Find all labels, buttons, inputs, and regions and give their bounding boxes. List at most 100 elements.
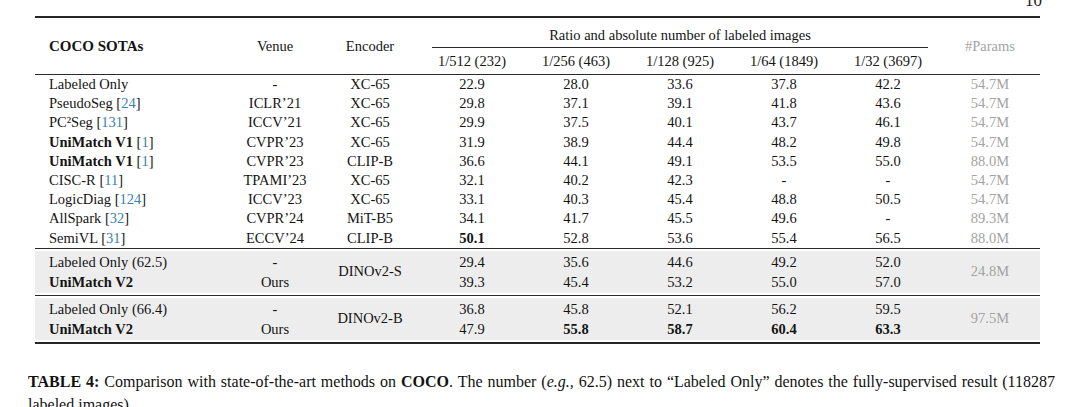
value-cell: 33.6 [628,75,732,94]
table-row: PseudoSeg24 ICLR’21 XC-65 29.8 37.1 39.1… [35,94,1040,113]
value-cell: - [836,209,940,228]
header-venue: Venue [230,18,320,74]
table-row: UniMatch V11 CVPR’23 CLIP-B 36.6 44.1 49… [35,152,1040,171]
venue-cell: - [230,252,320,272]
table-body: Labeled Only - XC-65 22.9 28.0 33.6 37.8… [35,75,1040,248]
venue-cell: ICCV’21 [230,113,320,132]
encoder-cell: XC-65 [320,171,420,190]
method-name: Labeled Only (66.4) [49,299,230,319]
value-cell: 49.1 [628,152,732,171]
value-cell: 53.5 [732,152,836,171]
citation-link[interactable]: 32 [101,210,129,226]
value-cell: 48.8 [732,190,836,209]
venue-cell: CVPR’24 [230,209,320,228]
header-ratio-col: 1/256 (463) [524,48,628,74]
venue-cell: - [230,75,320,94]
table-row: PC²Seg131 ICCV’21 XC-65 29.9 37.5 40.1 4… [35,113,1040,132]
venue-cell: - [230,299,320,319]
value-cell: - [836,171,940,190]
value-cell: 44.1 [524,152,628,171]
value-cell: 55.0 [732,272,836,292]
citation-link[interactable]: 31 [98,230,126,246]
header-ratio-col: 1/32 (3697) [836,48,940,74]
venue-cell: TPAMI’23 [230,171,320,190]
value-cell: - [732,171,836,190]
table-caption: TABLE 4: Comparison with state-of-the-ar… [28,371,1055,407]
value-cell: 56.5 [836,229,940,248]
method-name: Labeled Only [49,76,128,92]
citation-link[interactable]: 124 [111,191,146,207]
value-cell: 50.5 [836,190,940,209]
value-cell: 45.5 [628,209,732,228]
value-cell: 29.9 [420,113,524,132]
method-name: SemiVL [49,230,98,246]
value-cell: 58.7 [628,319,732,339]
header-ratio-col: 1/512 (232) [420,48,524,74]
ours-group-dinov2-b: Labeled Only (66.4) UniMatch V2 - Ours D… [35,298,1040,340]
value-cell: 39.3 [420,272,524,292]
header-ratio-group: Ratio and absolute number of labeled ima… [420,18,940,74]
method-name: UniMatch V2 [49,319,230,339]
value-cell: 45.4 [628,190,732,209]
value-cell: 41.7 [524,209,628,228]
value-cell: 48.2 [732,133,836,152]
encoder-cell: CLIP-B [320,229,420,248]
method-name: UniMatch V2 [49,272,230,292]
params-cell: 54.7M [940,94,1040,113]
params-cell: 54.7M [940,133,1040,152]
table-row: Labeled Only - XC-65 22.9 28.0 33.6 37.8… [35,75,1040,94]
caption-dataset: COCO [401,373,449,390]
venue-cell: Ours [230,272,320,292]
value-cell: 42.2 [836,75,940,94]
value-cell: 49.8 [836,133,940,152]
citation-link[interactable]: 1 [133,134,154,150]
citation-link[interactable]: 1 [133,153,154,169]
params-cell: 54.7M [940,171,1040,190]
value-cell: 33.1 [420,190,524,209]
value-cell: 52.8 [524,229,628,248]
method-name: PseudoSeg [49,95,113,111]
encoder-cell: XC-65 [320,94,420,113]
venue-cell: ICCV’23 [230,190,320,209]
value-cell: 46.1 [836,113,940,132]
value-cell: 43.7 [732,113,836,132]
value-cell: 45.8 [524,299,628,319]
value-cell: 40.1 [628,113,732,132]
method-name: PC²Seg [49,114,93,130]
params-cell: 88.0M [940,229,1040,248]
value-cell: 22.9 [420,75,524,94]
table-header: COCO SOTAs Venue Encoder Ratio and absol… [35,18,1040,74]
value-cell: 36.6 [420,152,524,171]
method-name: Labeled Only (62.5) [49,252,230,272]
value-cell: 55.4 [732,229,836,248]
value-cell: 52.1 [628,299,732,319]
value-cell: 45.4 [524,272,628,292]
params-cell: 54.7M [940,190,1040,209]
value-cell: 44.4 [628,133,732,152]
paper-table: COCO SOTAs Venue Encoder Ratio and absol… [35,16,1040,344]
value-cell: 37.8 [732,75,836,94]
value-cell: 49.6 [732,209,836,228]
params-cell: 97.5M [940,299,1040,339]
caption-label: TABLE 4: [28,373,99,390]
value-cell: 53.6 [628,229,732,248]
header-encoder: Encoder [320,18,420,74]
citation-link[interactable]: 11 [96,172,123,188]
encoder-cell: XC-65 [320,190,420,209]
value-cell: 59.5 [836,299,940,319]
encoder-cell: DINOv2-B [320,299,420,339]
venue-cell: Ours [230,319,320,339]
citation-link[interactable]: 24 [113,95,141,111]
value-cell: 32.1 [420,171,524,190]
value-cell: 29.4 [420,252,524,272]
value-cell: 57.0 [836,272,940,292]
value-cell: 49.2 [732,252,836,272]
venue-cell: CVPR’23 [230,152,320,171]
table-bottom-rule [35,342,1040,344]
value-cell: 56.2 [732,299,836,319]
params-cell: 54.7M [940,75,1040,94]
citation-link[interactable]: 131 [93,114,128,130]
value-cell: 28.0 [524,75,628,94]
header-ratio-col: 1/128 (925) [628,48,732,74]
encoder-cell: CLIP-B [320,152,420,171]
